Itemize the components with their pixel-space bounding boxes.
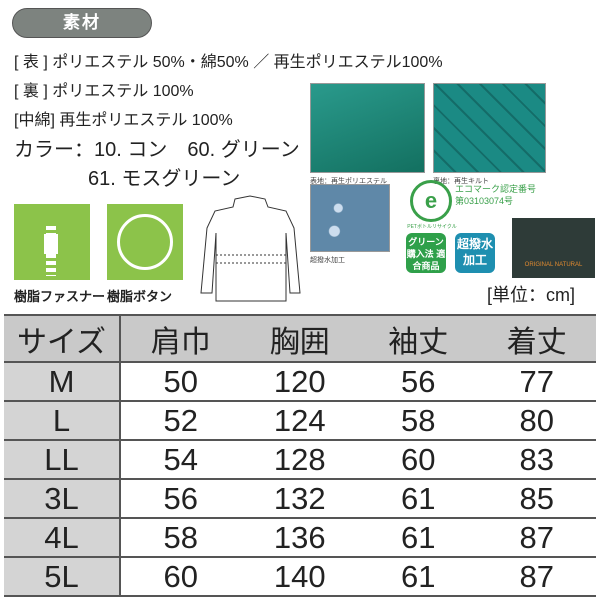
cell-sleeve: 61 [358, 556, 478, 597]
table-row: 4L 58 136 61 87 [4, 517, 596, 558]
cell-size: 3L [4, 478, 121, 519]
ecomark-title: エコマーク認定番号 [455, 184, 537, 194]
water-repellent-image [310, 184, 390, 252]
table-row: M 50 120 56 77 [4, 361, 596, 402]
cell-shoulder: 54 [120, 439, 241, 480]
cell-size: L [4, 400, 121, 441]
header-chest: 胸囲 [240, 314, 359, 363]
cell-length: 80 [477, 400, 596, 441]
outer-fabric-caption: 表地：再生ポリエステル [310, 178, 387, 185]
cell-chest: 132 [240, 478, 359, 519]
cell-length: 83 [477, 439, 596, 480]
cell-shoulder: 52 [120, 400, 241, 441]
zipper-icon [14, 204, 90, 280]
colors-line2: 61. モスグリーン [88, 168, 241, 190]
cell-sleeve: 61 [358, 517, 478, 558]
cell-chest: 136 [240, 517, 359, 558]
material-value: ポリエステル 50%・綿50% ／ 再生ポリエステル100% [52, 54, 443, 71]
cell-shoulder: 56 [120, 478, 241, 519]
cell-size: M [4, 361, 121, 402]
unit-label: [単位：cm] [487, 285, 575, 305]
ecomark-logo-icon: e [410, 180, 452, 222]
resin-button-label: 樹脂ボタン [107, 289, 173, 304]
cell-chest: 140 [240, 556, 359, 597]
brand-label-image: ORIGINAL NATURAL [512, 218, 595, 278]
cell-shoulder: 50 [120, 361, 241, 402]
cell-sleeve: 61 [358, 478, 478, 519]
table-header-row: サイズ 肩巾 胸囲 袖丈 着丈 [4, 314, 596, 363]
cell-sleeve: 58 [358, 400, 478, 441]
material-lining: [ 裏 ] ポリエステル 100% [14, 77, 194, 101]
ecomark-number: 第03103074号 [455, 196, 514, 206]
button-ring-icon [107, 204, 183, 280]
table-row: 5L 60 140 61 87 [4, 556, 596, 597]
ecomark-ring-text: PETボトルリサイクル [407, 224, 457, 230]
colors-line1: カラー：10. コン 60. グリーン [14, 133, 300, 162]
cell-size: 4L [4, 517, 121, 558]
quilt-fabric-caption: 裏地：再生キルト [433, 178, 489, 185]
cell-chest: 120 [240, 361, 359, 402]
cell-sleeve: 60 [358, 439, 478, 480]
header-sleeve: 袖丈 [358, 314, 478, 363]
cell-shoulder: 58 [120, 517, 241, 558]
cell-length: 87 [477, 517, 596, 558]
material-padding: [中綿] 再生ポリエステル 100% [14, 106, 233, 130]
table-row: L 52 124 58 80 [4, 400, 596, 441]
material-value: ポリエステル 100% [52, 83, 194, 100]
cell-size: LL [4, 439, 121, 480]
section-title-pill: 素材 [12, 8, 152, 38]
water-repellent-badge: 超撥水 加工 [455, 233, 495, 273]
colors-value: 10. コン 60. グリーン [94, 139, 300, 161]
cell-length: 87 [477, 556, 596, 597]
table-row: 3L 56 132 61 85 [4, 478, 596, 519]
material-label: [中綿] [14, 112, 55, 129]
size-table: サイズ 肩巾 胸囲 袖丈 着丈 M 50 120 56 77 L 52 124 58 80 LL 54… [4, 314, 596, 597]
cell-length: 85 [477, 478, 596, 519]
material-label: [ 表 ] [14, 54, 48, 71]
table-row: LL 54 128 60 83 [4, 439, 596, 480]
cell-size: 5L [4, 556, 121, 597]
material-outer: [ 表 ] ポリエステル 50%・綿50% ／ 再生ポリエステル100% [14, 48, 443, 72]
jacket-back-drawing-icon [200, 195, 301, 302]
cell-chest: 128 [240, 439, 359, 480]
header-size: サイズ [4, 314, 121, 363]
cell-length: 77 [477, 361, 596, 402]
cell-shoulder: 60 [120, 556, 241, 597]
header-length: 着丈 [477, 314, 596, 363]
green-purchase-badge: グリーン 購入法 適合商品 [406, 233, 446, 273]
water-repellent-caption: 超撥水加工 [310, 257, 345, 264]
resin-zipper-label: 樹脂ファスナー [14, 289, 106, 304]
cell-chest: 124 [240, 400, 359, 441]
colors-label: カラー： [14, 139, 94, 161]
quilt-fabric-image [433, 83, 546, 173]
material-value: 再生ポリエステル 100% [59, 112, 233, 129]
outer-fabric-image [310, 83, 425, 173]
material-label: [ 裏 ] [14, 83, 48, 100]
header-shoulder: 肩巾 [120, 314, 241, 363]
cell-sleeve: 56 [358, 361, 478, 402]
